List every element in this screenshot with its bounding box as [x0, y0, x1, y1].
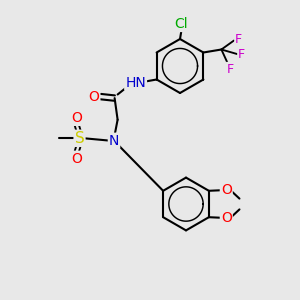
Text: S: S — [75, 131, 84, 146]
Text: F: F — [238, 47, 245, 61]
Text: O: O — [71, 152, 82, 166]
Text: F: F — [227, 63, 234, 76]
Text: O: O — [221, 212, 232, 225]
Text: O: O — [221, 183, 232, 196]
Text: F: F — [235, 33, 242, 46]
Text: O: O — [71, 111, 82, 125]
Text: HN: HN — [125, 76, 146, 89]
Text: O: O — [88, 90, 99, 104]
Text: Cl: Cl — [175, 17, 188, 31]
Text: N: N — [109, 134, 119, 148]
